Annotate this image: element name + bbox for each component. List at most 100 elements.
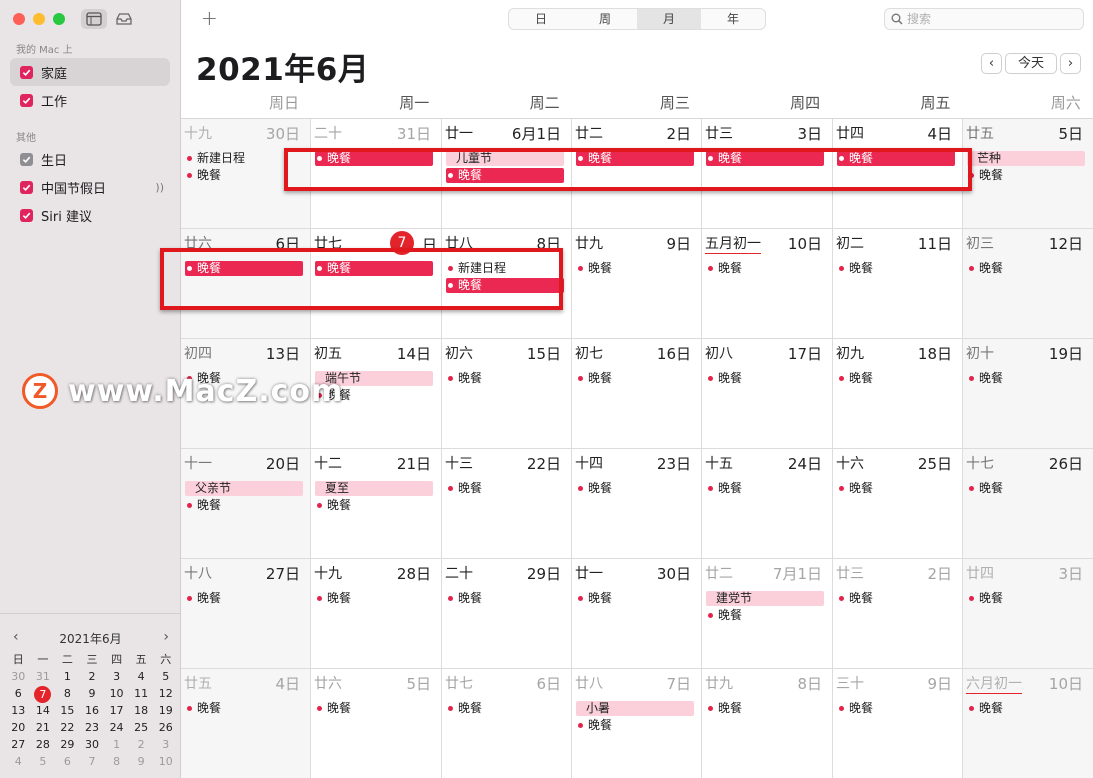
- calendar-checkbox[interactable]: [20, 65, 33, 79]
- mini-day[interactable]: 15: [60, 704, 75, 717]
- holiday-event[interactable]: 端午节: [315, 371, 433, 386]
- day-cell[interactable]: 十八 27日 晚餐: [181, 559, 311, 669]
- mini-day[interactable]: 5: [162, 670, 170, 683]
- calendar-event[interactable]: 晚餐: [315, 151, 433, 166]
- view-tab[interactable]: 周: [598, 12, 611, 26]
- day-cell[interactable]: 廿六 6日 晚餐: [181, 229, 311, 339]
- mini-day[interactable]: 12: [158, 687, 173, 700]
- calendar-list-toggle[interactable]: [81, 9, 107, 29]
- day-cell[interactable]: 十一 20日 父亲节 晚餐: [181, 449, 311, 559]
- mini-day[interactable]: 28: [35, 738, 50, 751]
- holiday-event[interactable]: 建党节: [706, 591, 824, 606]
- day-cell[interactable]: 十七 26日 晚餐: [963, 449, 1093, 559]
- mini-day[interactable]: 9: [88, 687, 96, 700]
- holiday-event[interactable]: 儿童节: [446, 151, 564, 166]
- search-field[interactable]: [884, 8, 1084, 30]
- calendar-event[interactable]: 晚餐: [837, 371, 873, 386]
- mini-day[interactable]: 14: [35, 704, 50, 717]
- calendar-event[interactable]: 晚餐: [185, 591, 221, 606]
- calendar-event[interactable]: 晚餐: [315, 701, 351, 716]
- calendar-event[interactable]: 晚餐: [446, 701, 482, 716]
- view-tab[interactable]: 月: [637, 9, 701, 29]
- close-button[interactable]: [13, 13, 25, 25]
- mini-day[interactable]: 27: [11, 738, 26, 751]
- calendar-event[interactable]: 晚餐: [706, 608, 742, 623]
- day-cell[interactable]: 廿一 6月1日 儿童节 晚餐: [442, 119, 572, 229]
- mini-day[interactable]: 9: [137, 755, 145, 768]
- calendar-checkbox[interactable]: [20, 208, 33, 222]
- next-month-button[interactable]: ›: [1060, 53, 1081, 74]
- calendar-event[interactable]: 晚餐: [576, 261, 612, 276]
- calendar-event[interactable]: 晚餐: [576, 481, 612, 496]
- view-tab[interactable]: 年: [726, 12, 739, 26]
- mini-day[interactable]: 23: [84, 721, 99, 734]
- day-cell[interactable]: 廿一 30日 晚餐: [572, 559, 702, 669]
- day-cell[interactable]: 初五 14日 端午节 晚餐: [311, 339, 442, 449]
- calendar-event[interactable]: 晚餐: [185, 168, 221, 183]
- mini-day[interactable]: 31: [35, 670, 50, 683]
- day-cell[interactable]: 廿九 8日 晚餐: [702, 669, 833, 778]
- mini-day[interactable]: 1: [113, 738, 121, 751]
- calendar-event[interactable]: 晚餐: [315, 388, 351, 403]
- calendar-event[interactable]: 晚餐: [967, 261, 1003, 276]
- holiday-event[interactable]: 夏至: [315, 481, 433, 496]
- calendar-checkbox[interactable]: [20, 152, 33, 166]
- calendar-item[interactable]: 中国节假日)): [10, 173, 170, 201]
- mini-day[interactable]: 30: [11, 670, 26, 683]
- mini-day[interactable]: 4: [137, 670, 145, 683]
- calendar-event[interactable]: 晚餐: [967, 168, 1003, 183]
- calendar-event[interactable]: 晚餐: [185, 371, 221, 386]
- calendar-event[interactable]: 晚餐: [576, 371, 612, 386]
- day-cell[interactable]: 廿二 2日 晚餐: [572, 119, 702, 229]
- mini-day[interactable]: 16: [84, 704, 99, 717]
- calendar-event[interactable]: 新建日程: [185, 151, 245, 166]
- mini-day[interactable]: 17: [109, 704, 124, 717]
- calendar-event[interactable]: 晚餐: [446, 481, 482, 496]
- calendar-event[interactable]: 晚餐: [967, 481, 1003, 496]
- mini-day[interactable]: 8: [63, 687, 71, 700]
- mini-day[interactable]: 22: [60, 721, 75, 734]
- day-cell[interactable]: 廿四 3日 晚餐: [963, 559, 1093, 669]
- day-cell[interactable]: 十三 22日 晚餐: [442, 449, 572, 559]
- mini-day[interactable]: 10: [158, 755, 173, 768]
- calendar-event[interactable]: 晚餐: [837, 481, 873, 496]
- calendar-event[interactable]: 晚餐: [706, 701, 742, 716]
- day-cell[interactable]: 十二 21日 夏至 晚餐: [311, 449, 442, 559]
- search-input[interactable]: [907, 12, 1077, 26]
- holiday-event[interactable]: 父亲节: [185, 481, 303, 496]
- calendar-event[interactable]: 晚餐: [706, 151, 824, 166]
- day-cell[interactable]: 十四 23日 晚餐: [572, 449, 702, 559]
- calendar-event[interactable]: 晚餐: [446, 168, 564, 183]
- calendar-event[interactable]: 晚餐: [967, 701, 1003, 716]
- mini-prev-month-button[interactable]: ‹: [13, 629, 19, 645]
- calendar-event[interactable]: 新建日程: [446, 261, 506, 276]
- day-cell[interactable]: 廿九 9日 晚餐: [572, 229, 702, 339]
- day-cell[interactable]: 六月初一 10日 晚餐: [963, 669, 1093, 778]
- day-cell[interactable]: 廿八 7日 小暑 晚餐: [572, 669, 702, 778]
- calendar-item[interactable]: Siri 建议: [10, 201, 170, 229]
- mini-day[interactable]: 26: [158, 721, 173, 734]
- day-cell[interactable]: 十九 30日 新建日程 晚餐: [181, 119, 311, 229]
- mini-day[interactable]: 5: [39, 755, 47, 768]
- day-cell[interactable]: 十六 25日 晚餐: [833, 449, 963, 559]
- day-cell[interactable]: 廿三 2日 晚餐: [833, 559, 963, 669]
- mini-day[interactable]: 7: [31, 686, 56, 703]
- calendar-checkbox[interactable]: [20, 93, 33, 107]
- calendar-event[interactable]: 晚餐: [315, 498, 351, 513]
- calendar-event[interactable]: 晚餐: [967, 591, 1003, 606]
- prev-month-button[interactable]: ‹: [981, 53, 1002, 74]
- mini-day[interactable]: 24: [109, 721, 124, 734]
- mini-day[interactable]: 10: [109, 687, 124, 700]
- day-cell[interactable]: 廿二 7月1日 建党节 晚餐: [702, 559, 833, 669]
- calendar-event[interactable]: 晚餐: [837, 701, 873, 716]
- mini-day[interactable]: 29: [60, 738, 75, 751]
- day-cell[interactable]: 二十 29日 晚餐: [442, 559, 572, 669]
- minimize-button[interactable]: [33, 13, 45, 25]
- mini-day[interactable]: 20: [11, 721, 26, 734]
- day-cell[interactable]: 初八 17日 晚餐: [702, 339, 833, 449]
- day-cell[interactable]: 初四 13日 晚餐: [181, 339, 311, 449]
- day-cell[interactable]: 廿五 5日 芒种 晚餐: [963, 119, 1093, 229]
- mini-day[interactable]: 13: [11, 704, 26, 717]
- calendar-event[interactable]: 晚餐: [315, 591, 351, 606]
- calendar-event[interactable]: 晚餐: [576, 591, 612, 606]
